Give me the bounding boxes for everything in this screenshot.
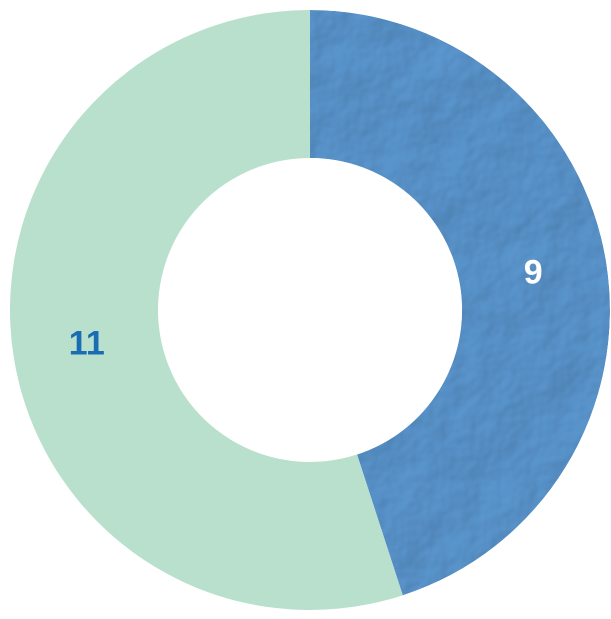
data-label: 9 bbox=[524, 254, 543, 292]
data-label: 11 bbox=[69, 324, 105, 362]
donut-segment bbox=[10, 10, 403, 610]
donut-segment bbox=[310, 10, 611, 596]
